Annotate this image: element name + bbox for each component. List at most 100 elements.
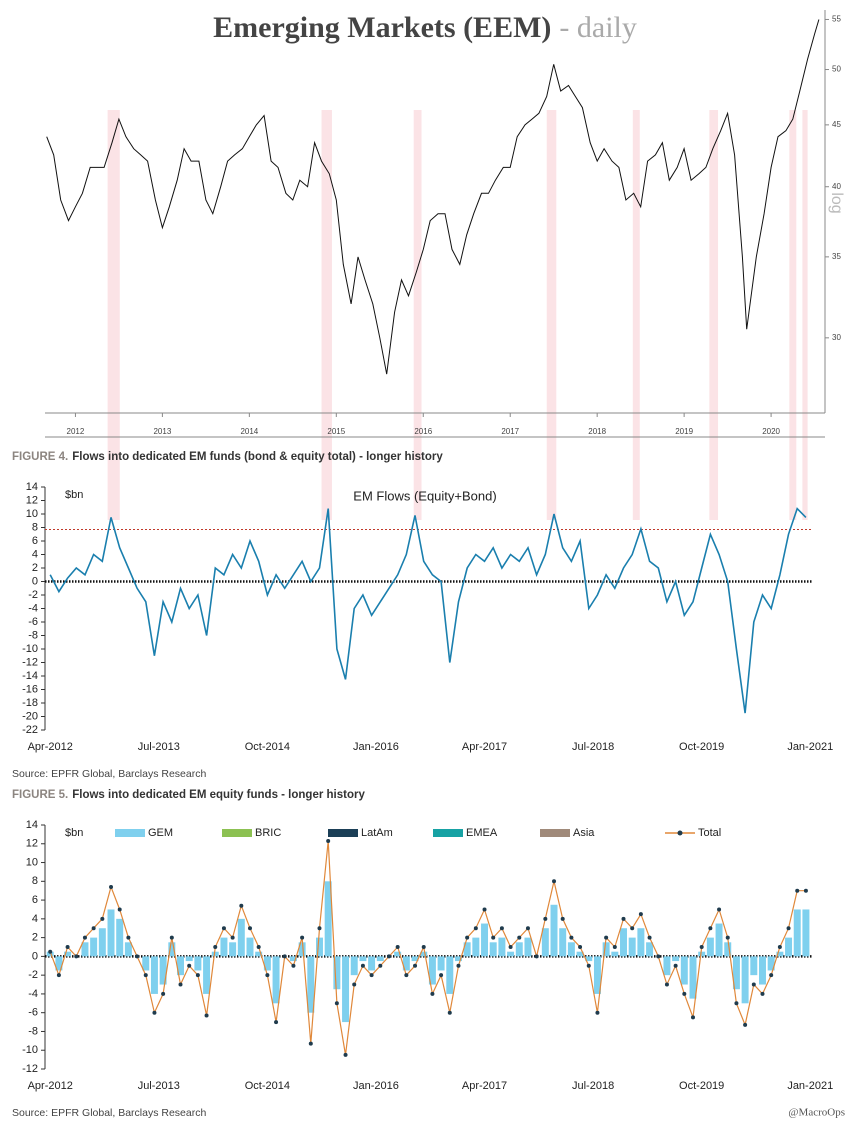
total-marker <box>247 926 252 931</box>
x-tick-label: 2013 <box>153 427 171 436</box>
figure-caption: FIGURE 5. Flows into dedicated EM equity … <box>12 789 365 801</box>
legend-swatch <box>433 829 463 837</box>
x-tick-label: Apr-2012 <box>28 741 73 753</box>
y-tick-label: 0 <box>32 950 38 962</box>
total-marker <box>265 973 270 978</box>
total-marker <box>569 935 574 940</box>
bar <box>350 956 358 976</box>
x-tick-label: Jul-2013 <box>138 1080 180 1092</box>
bar <box>793 909 801 957</box>
bar <box>159 956 167 985</box>
x-tick-label: Oct-2014 <box>245 741 290 753</box>
total-marker <box>317 926 322 931</box>
bar <box>194 956 202 971</box>
total-marker <box>360 963 365 968</box>
total-marker <box>725 935 730 940</box>
bar <box>611 951 619 957</box>
highlight-band <box>546 110 557 520</box>
total-marker <box>517 935 522 940</box>
highlight-band <box>802 110 808 520</box>
y-tick-label: 14 <box>26 819 38 831</box>
bar <box>481 923 489 957</box>
total-marker <box>604 935 609 940</box>
bar <box>750 956 758 976</box>
y-tick-label: 6 <box>32 535 38 547</box>
total-marker <box>100 916 105 921</box>
figure-label: FIGURE 4. <box>12 451 68 463</box>
total-marker <box>413 963 418 968</box>
bar <box>246 937 254 957</box>
total-marker <box>638 912 643 917</box>
bar <box>593 956 601 994</box>
total-marker <box>447 1010 452 1015</box>
x-tick-label: 2018 <box>588 427 606 436</box>
y-tick-label: -6 <box>28 1007 38 1019</box>
x-tick-label: 2020 <box>762 427 780 436</box>
bar <box>802 909 810 957</box>
bar <box>298 942 306 957</box>
bar <box>263 956 271 971</box>
bar <box>620 928 627 957</box>
total-marker <box>552 879 557 884</box>
total-marker <box>699 945 704 949</box>
total-marker <box>760 991 765 996</box>
total-marker <box>482 907 487 912</box>
legend-label: Total <box>698 827 721 839</box>
legend-label: BRIC <box>255 827 281 839</box>
y-tick-label: 12 <box>26 494 38 506</box>
bar <box>229 942 237 957</box>
total-marker <box>74 954 79 959</box>
total-marker <box>499 926 504 931</box>
bar <box>472 937 480 957</box>
y-tick-label: 10 <box>26 856 38 868</box>
y-tick-label: 45 <box>832 120 841 129</box>
price-line <box>46 19 820 375</box>
total-marker <box>109 884 114 889</box>
bar <box>637 928 645 957</box>
y-tick-label: 50 <box>832 65 841 74</box>
bar <box>394 951 402 957</box>
bar <box>307 956 315 1013</box>
highlight-band <box>789 110 797 520</box>
bar <box>237 918 245 957</box>
total-marker <box>221 926 226 931</box>
total-marker <box>82 935 87 940</box>
total-marker <box>143 973 148 978</box>
x-tick-label: Jul-2013 <box>138 741 180 753</box>
total-marker <box>91 926 96 931</box>
y-tick-label: -6 <box>28 616 38 628</box>
x-tick-label: Apr-2012 <box>28 1080 73 1092</box>
figure-label: FIGURE 5. <box>12 789 68 801</box>
total-marker <box>543 916 548 921</box>
total-marker <box>161 991 166 996</box>
y-tick-label: 2 <box>32 562 38 574</box>
bar <box>64 951 72 957</box>
y-unit-label: $bn <box>65 489 83 501</box>
x-tick-label: Jan-2016 <box>353 741 399 753</box>
bar <box>402 956 410 971</box>
figure-text: Flows into dedicated EM funds (bond & eq… <box>72 451 443 463</box>
bar <box>359 956 367 962</box>
y-tick-label: 0 <box>32 575 38 587</box>
total-marker <box>430 991 435 996</box>
y-tick-label: -10 <box>22 1044 38 1056</box>
bar <box>759 956 766 985</box>
bar <box>741 956 749 1004</box>
y-unit-label: $bn <box>65 827 83 839</box>
bar <box>316 937 323 957</box>
bar <box>576 951 584 957</box>
x-tick-label: Jan-2021 <box>787 1080 833 1092</box>
y-tick-label: 8 <box>32 875 38 887</box>
total-marker <box>230 935 235 940</box>
bar <box>185 956 193 962</box>
bar <box>724 942 732 957</box>
x-tick-label: Oct-2014 <box>245 1080 290 1092</box>
y-tick-label: 40 <box>832 182 841 191</box>
y-tick-label: -22 <box>22 724 38 736</box>
total-marker <box>743 1022 748 1027</box>
x-tick-label: Jan-2016 <box>353 1080 399 1092</box>
bar <box>81 942 89 957</box>
y-tick-label: -14 <box>22 670 38 682</box>
total-marker <box>612 945 617 949</box>
total-marker <box>656 954 661 959</box>
